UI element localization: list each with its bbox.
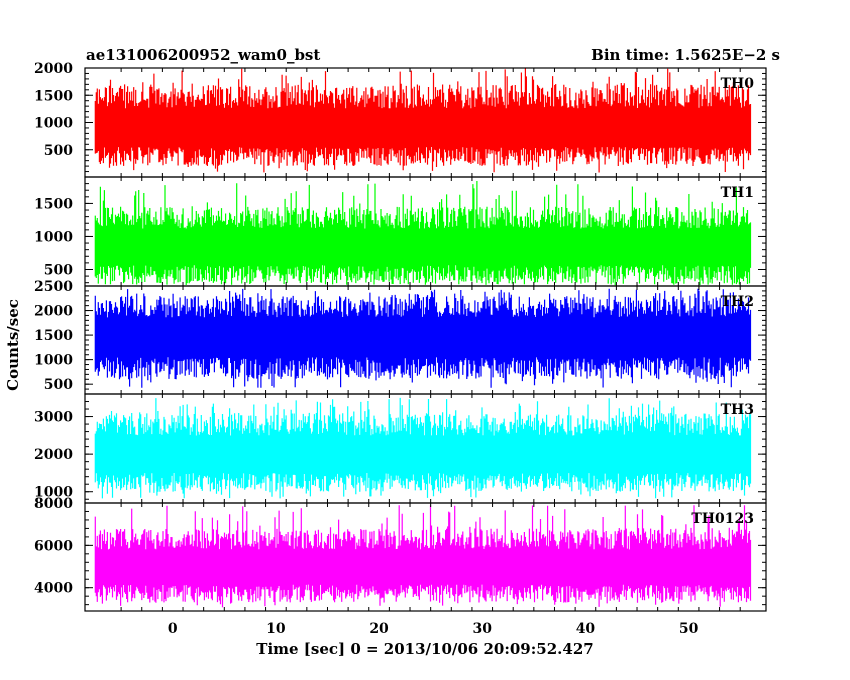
y-tick-label: 1500 <box>34 88 73 104</box>
y-tick-label: 2000 <box>34 61 73 77</box>
panel-th3: 1000 2000 3000 TH3 <box>34 393 767 504</box>
series-core-th0 <box>95 114 751 146</box>
panel-label-th3: TH3 <box>721 402 754 418</box>
panel-th2: 500 1000 1500 2000 2500 TH2 <box>34 279 767 395</box>
y-tick-label: 1000 <box>34 229 73 245</box>
y-tick-label: 500 <box>44 377 73 393</box>
series-core-th3 <box>95 441 751 472</box>
y-tick-label: 6000 <box>34 538 73 554</box>
panels-group: 500100015002000TH050010001500TH150010001… <box>34 61 767 637</box>
y-axis-label: Counts/sec <box>4 299 22 391</box>
y-tick-label: 1500 <box>34 328 73 344</box>
y-tick-label: 8000 <box>34 496 73 512</box>
panel-label-th0123: TH0123 <box>691 511 754 527</box>
panel-th0123: 4000 6000 8000 TH0123 <box>34 496 767 612</box>
panel-frame <box>84 502 767 612</box>
y-tick-label: 1500 <box>34 196 73 212</box>
bin-time-label: Bin time: 1.5625E−2 s <box>591 46 780 64</box>
y-tick-label: 2500 <box>34 279 73 295</box>
y-tick-label: 4000 <box>34 581 73 597</box>
x-axis-label: Time [sec] 0 = 2013/10/06 20:09:52.427 <box>256 640 593 658</box>
x-tick-label: 50 <box>679 621 699 637</box>
series-th1 <box>94 181 752 286</box>
panel-th1: 500 1000 1500 TH1 <box>34 176 767 287</box>
y-tick-label: 1000 <box>34 485 73 501</box>
y-tick-label: 500 <box>44 143 73 159</box>
series-core-th2 <box>95 323 751 355</box>
y-tick-label: 1000 <box>34 116 73 132</box>
x-tick-label: 0 <box>168 621 178 637</box>
x-tick-label: 20 <box>369 621 389 637</box>
y-tick-label: 1000 <box>34 353 73 369</box>
series-core-th0123 <box>95 555 751 583</box>
x-tick-label: 40 <box>576 621 596 637</box>
panel-label-th1: TH1 <box>721 185 754 201</box>
y-tick-label: 2000 <box>34 304 73 320</box>
y-tick-label: 3000 <box>34 410 73 426</box>
y-tick-label: 2000 <box>34 447 73 463</box>
series-core-th1 <box>95 234 751 264</box>
panel-label-th2: TH2 <box>721 294 754 310</box>
chart-title: ae131006200952_wam0_bst <box>86 46 320 64</box>
x-tick-label: 10 <box>266 621 286 637</box>
y-tick-label: 500 <box>44 262 73 278</box>
x-tick-label: 30 <box>473 621 493 637</box>
panel-label-th0: TH0 <box>721 76 755 92</box>
panel-th0: 500 1000 1500 2000 TH0 <box>34 61 767 178</box>
